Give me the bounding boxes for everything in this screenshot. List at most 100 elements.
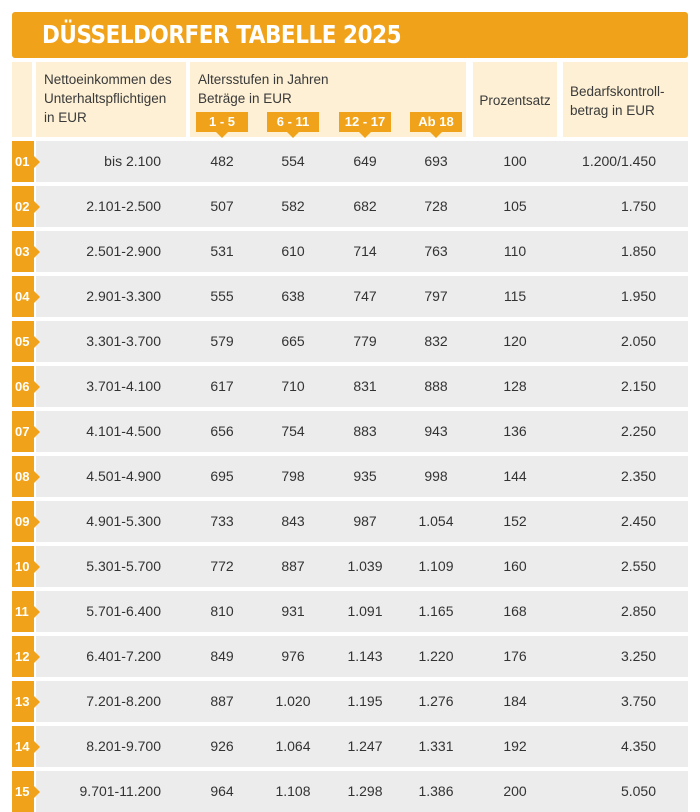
income-range-cell: 2.101-2.500 <box>86 198 161 214</box>
amount-cell: 779 <box>353 333 377 349</box>
income-range-cell: 6.401-7.200 <box>86 648 161 664</box>
table-row: 09 4.901-5.300 733 843 987 1.054 152 2.450 <box>0 501 700 542</box>
percent-cell: 120 <box>503 333 527 349</box>
control-amount-cell: 4.350 <box>620 738 656 754</box>
amount-cell: 810 <box>210 603 234 619</box>
amount-cell: 1.039 <box>347 558 383 574</box>
percent-cell: 110 <box>503 243 527 259</box>
header-age-line: Altersstufen in Jahren <box>198 72 329 87</box>
header-income-line: Nettoeinkommen des <box>44 72 172 87</box>
amount-cell: 747 <box>353 288 377 304</box>
control-amount-cell: 3.250 <box>620 648 656 664</box>
amount-cell: 507 <box>210 198 234 214</box>
amount-cell: 579 <box>210 333 234 349</box>
amount-cell: 649 <box>353 153 377 169</box>
row-background <box>36 231 688 272</box>
table-row: 13 7.201-8.200 887 1.020 1.195 1.276 184 3.750 <box>0 681 700 722</box>
age-group-tag: 12 - 17 <box>339 112 391 138</box>
amount-cell: 555 <box>210 288 234 304</box>
amount-cell: 1.108 <box>275 783 311 799</box>
row-number-tag: 12 <box>12 636 40 677</box>
table-row: 15 9.701-11.200 964 1.108 1.298 1.386 200 5.050 <box>0 771 700 812</box>
amount-cell: 482 <box>210 153 234 169</box>
amount-cell: 843 <box>281 513 305 529</box>
table-row: 07 4.101-4.500 656 754 883 943 136 2.250 <box>0 411 700 452</box>
amount-cell: 610 <box>281 243 305 259</box>
amount-cell: 693 <box>424 153 448 169</box>
amount-cell: 887 <box>210 693 234 709</box>
control-amount-cell: 1.950 <box>620 288 656 304</box>
table-header: Nettoeinkommen des Unterhaltspflichtigen… <box>0 62 700 138</box>
amount-cell: 931 <box>281 603 305 619</box>
row-number-tag: 06 <box>12 366 40 407</box>
row-background <box>36 636 688 677</box>
header-percent-label: Prozentsatz <box>479 93 551 108</box>
income-range-cell: 4.101-4.500 <box>86 423 161 439</box>
table-row: 10 5.301-5.700 772 887 1.039 1.109 160 2.550 <box>0 546 700 587</box>
amount-cell: 754 <box>281 423 305 439</box>
amount-cell: 1.386 <box>418 783 454 799</box>
control-amount-cell: 1.200/1.450 <box>582 153 656 169</box>
table-row: 02 2.101-2.500 507 582 682 728 105 1.750 <box>0 186 700 227</box>
row-background <box>36 591 688 632</box>
header-age-line: Beträge in EUR <box>198 91 292 106</box>
control-amount-cell: 1.750 <box>620 198 656 214</box>
row-background <box>36 321 688 362</box>
row-background <box>36 771 688 812</box>
amount-cell: 998 <box>424 468 448 484</box>
amount-cell: 1.020 <box>275 693 311 709</box>
amount-cell: 665 <box>281 333 305 349</box>
percent-cell: 128 <box>503 378 527 394</box>
income-range-cell: 4.501-4.900 <box>86 468 161 484</box>
amount-cell: 888 <box>424 378 448 394</box>
control-amount-cell: 1.850 <box>620 243 656 259</box>
amount-cell: 682 <box>353 198 377 214</box>
header-control-line: Bedarfskontroll- <box>570 84 665 99</box>
amount-cell: 582 <box>281 198 305 214</box>
amount-cell: 617 <box>210 378 234 394</box>
amount-cell: 1.165 <box>418 603 454 619</box>
amount-cell: 1.143 <box>347 648 383 664</box>
amount-cell: 831 <box>353 378 377 394</box>
amount-cell: 943 <box>424 423 448 439</box>
row-background <box>36 186 688 227</box>
amount-cell: 964 <box>210 783 234 799</box>
row-number-tag: 03 <box>12 231 40 272</box>
amount-cell: 798 <box>281 468 305 484</box>
amount-cell: 797 <box>424 288 448 304</box>
income-range-cell: 2.901-3.300 <box>86 288 161 304</box>
amount-cell: 638 <box>281 288 305 304</box>
header-cell-control: Bedarfskontroll- betrag in EUR <box>563 62 688 137</box>
amount-cell: 695 <box>210 468 234 484</box>
amount-cell: 987 <box>353 513 377 529</box>
row-number-tag: 02 <box>12 186 40 227</box>
control-amount-cell: 3.750 <box>620 693 656 709</box>
amount-cell: 887 <box>281 558 305 574</box>
row-background <box>36 546 688 587</box>
income-range-cell: 5.301-5.700 <box>86 558 161 574</box>
amount-cell: 714 <box>353 243 377 259</box>
row-background <box>36 366 688 407</box>
header-income-line: Unterhaltspflichtigen <box>44 91 167 106</box>
title-bar: DÜSSELDORFER TABELLE 2025 <box>12 12 688 58</box>
amount-cell: 554 <box>281 153 305 169</box>
header-cell-income: Nettoeinkommen des Unterhaltspflichtigen… <box>36 62 186 137</box>
amount-cell: 531 <box>210 243 234 259</box>
row-background <box>36 726 688 767</box>
table-row: 06 3.701-4.100 617 710 831 888 128 2.150 <box>0 366 700 407</box>
amount-cell: 1.195 <box>347 693 383 709</box>
percent-cell: 105 <box>503 198 527 214</box>
control-amount-cell: 2.550 <box>620 558 656 574</box>
income-range-cell: 8.201-9.700 <box>86 738 161 754</box>
row-number-tag: 04 <box>12 276 40 317</box>
row-background <box>36 681 688 722</box>
percent-cell: 100 <box>503 153 527 169</box>
row-number-tag: 10 <box>12 546 40 587</box>
income-range-cell: 5.701-6.400 <box>86 603 161 619</box>
amount-cell: 1.109 <box>418 558 454 574</box>
row-background <box>36 411 688 452</box>
amount-cell: 926 <box>210 738 234 754</box>
percent-cell: 144 <box>503 468 527 484</box>
table-row: 01 bis 2.100 482 554 649 693 100 1.200/1.450 <box>0 141 700 182</box>
row-number-tag: 05 <box>12 321 40 362</box>
